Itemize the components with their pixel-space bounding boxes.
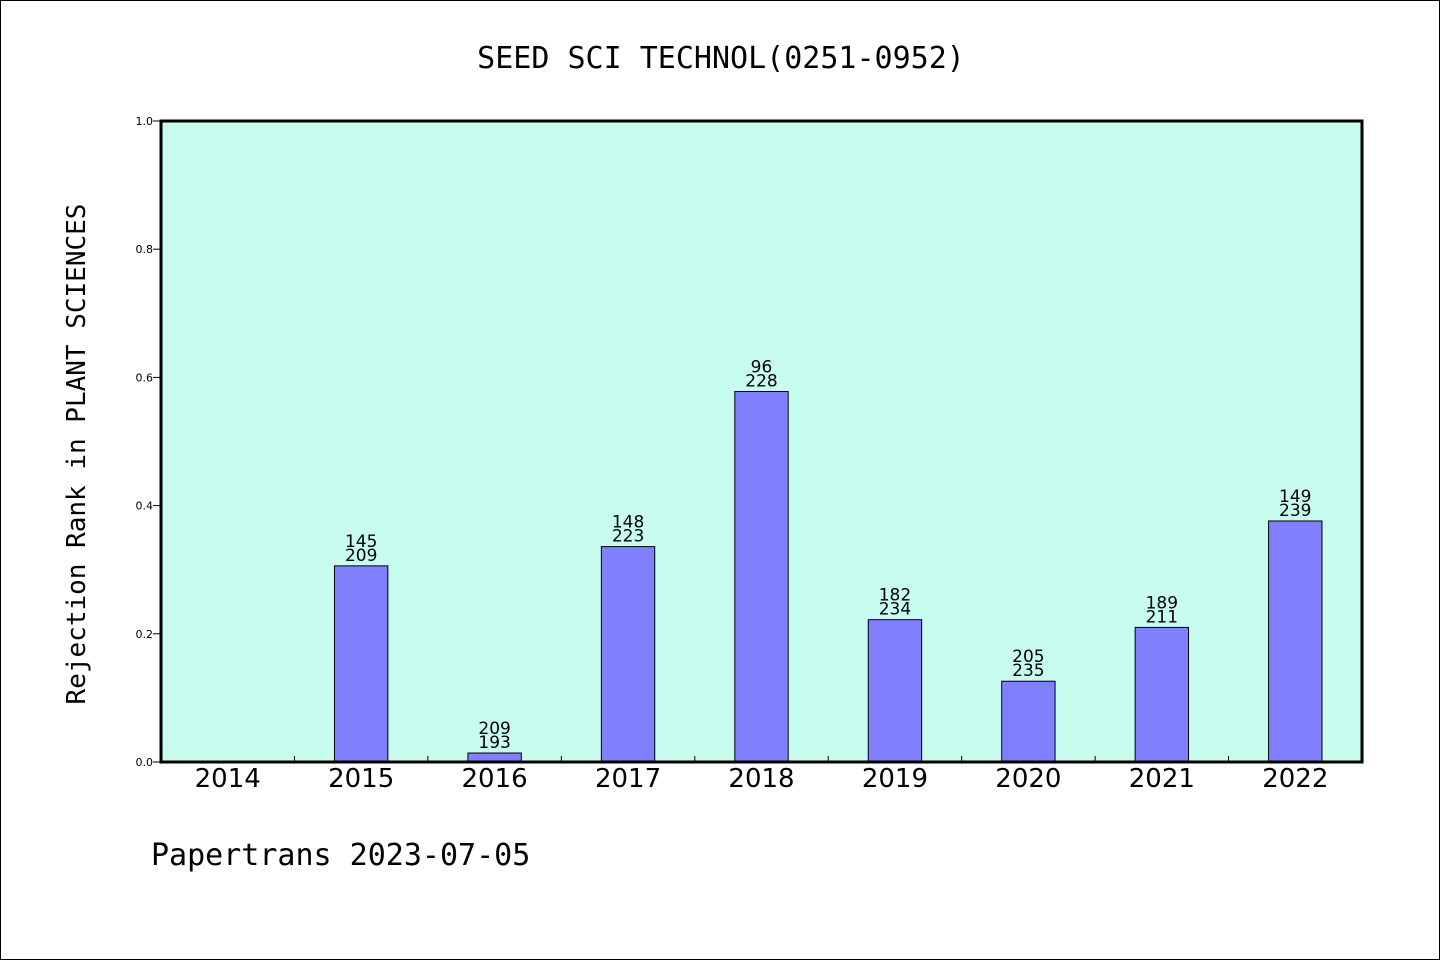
bar-labels: 1452092091931482239622818223420523518921…: [345, 358, 1312, 754]
bar-label-bottom: 193: [478, 733, 510, 753]
x-tick-label: 2016: [462, 764, 528, 794]
y-tick-label: 0.8: [136, 243, 154, 256]
bar-label-top: 145: [345, 532, 377, 552]
bar-label-bottom: 234: [879, 600, 911, 620]
bar-label-top: 205: [1012, 647, 1044, 667]
bar-label-bottom: 211: [1146, 607, 1178, 627]
bar-2021: [1134, 626, 1190, 763]
bar-label-top: 189: [1146, 593, 1178, 613]
x-tick-label: 2018: [728, 764, 794, 794]
y-tick-label: 1.0: [136, 115, 154, 128]
footer-credit: Papertrans 2023-07-05: [151, 838, 530, 873]
y-axis-label: Rejection Rank in PLANT SCIENCES: [62, 204, 92, 705]
bar-label-top: 182: [879, 586, 911, 606]
bar-label-bottom: 223: [612, 527, 644, 547]
plot-border: [159, 119, 1364, 764]
y-axis-ticks: 0.0 0.2 0.4 0.6 0.8 1.0: [136, 115, 161, 769]
bar-2020: [1001, 680, 1056, 763]
chart-title: SEED SCI TECHNOL(0251-0952): [477, 41, 965, 76]
bar-label-top: 96: [751, 358, 773, 378]
bar-label-top: 209: [478, 719, 510, 739]
bar-label-bottom: 239: [1279, 501, 1311, 521]
x-tick-label: 2021: [1129, 764, 1195, 794]
x-axis-tick-labels: 2014 2015 2016 2017 2018 2019 2020 2021 2022: [195, 764, 1329, 794]
bar-2017: [600, 546, 656, 763]
y-tick-label: 0.0: [136, 756, 154, 769]
x-tick-label: 2017: [595, 764, 661, 794]
bar-label-top: 149: [1279, 487, 1311, 507]
bars: [333, 391, 1323, 763]
x-tick-label: 2020: [995, 764, 1061, 794]
x-tick-label: 2014: [195, 764, 261, 794]
bar-2015: [333, 565, 389, 763]
x-tick-label: 2019: [862, 764, 928, 794]
bar-label-bottom: 209: [345, 546, 377, 566]
y-tick-label: 0.6: [136, 371, 154, 384]
bar-label-bottom: 235: [1012, 661, 1044, 681]
y-tick-label: 0.4: [136, 500, 154, 513]
y-tick-label: 0.2: [136, 628, 154, 641]
bar-label-bottom: 228: [745, 372, 777, 392]
bar-label-top: 148: [612, 513, 644, 533]
bar-2018: [734, 391, 789, 763]
x-tick-label: 2022: [1262, 764, 1328, 794]
bar-2022: [1268, 520, 1323, 763]
x-tick-label: 2015: [328, 764, 394, 794]
bar-2019: [867, 619, 923, 763]
